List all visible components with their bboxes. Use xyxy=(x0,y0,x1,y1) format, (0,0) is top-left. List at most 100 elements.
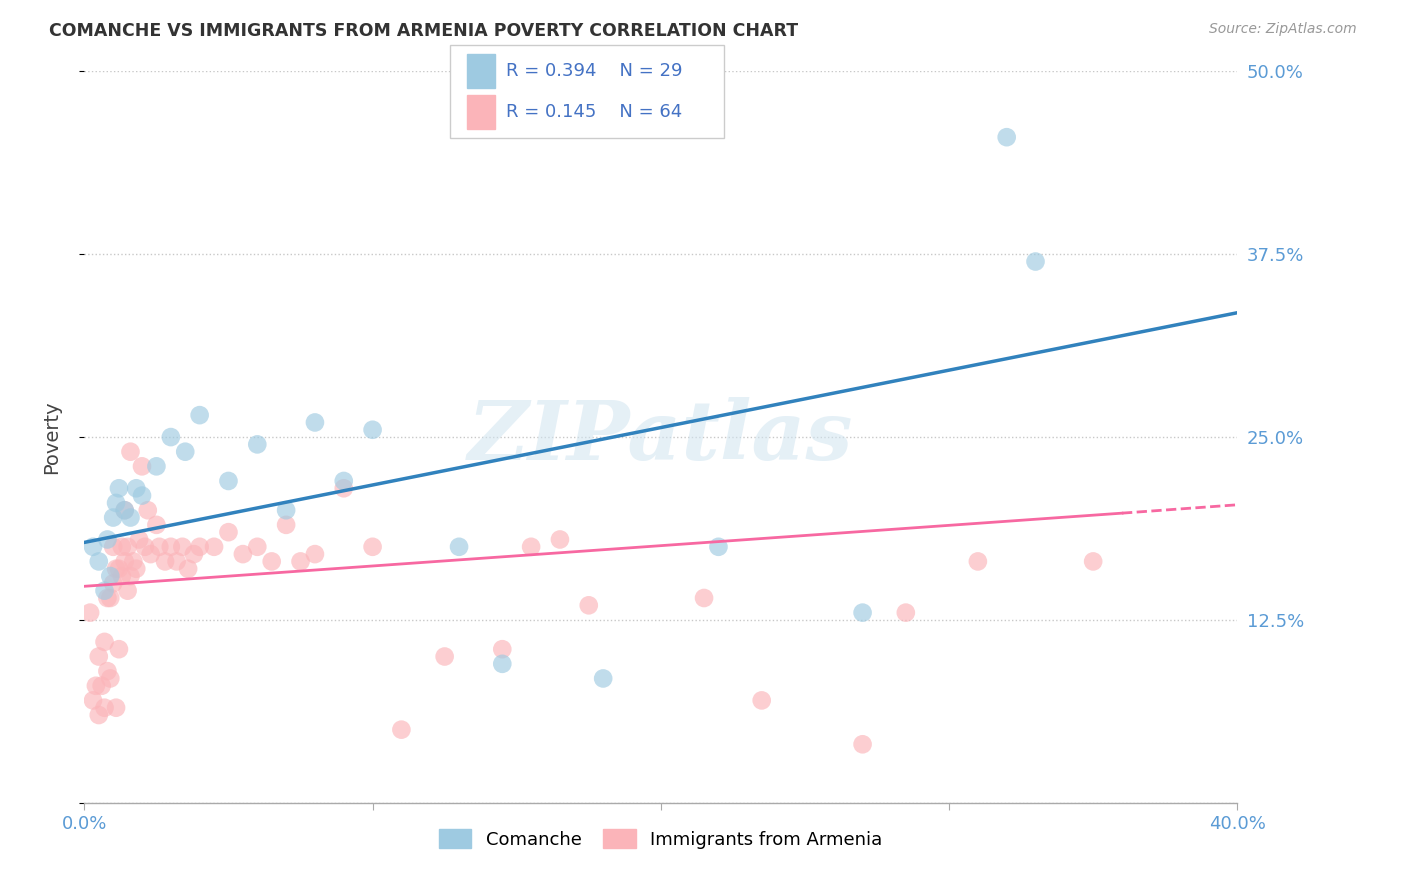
Point xyxy=(183,547,205,561)
Point xyxy=(96,591,118,605)
Point xyxy=(105,496,128,510)
Point xyxy=(693,591,716,605)
Text: R = 0.394    N = 29: R = 0.394 N = 29 xyxy=(506,62,683,79)
Point xyxy=(125,481,148,495)
Point xyxy=(172,540,194,554)
Point xyxy=(290,554,312,568)
Point xyxy=(98,569,121,583)
Point xyxy=(246,540,269,554)
Point xyxy=(90,679,112,693)
Point xyxy=(160,430,183,444)
Point xyxy=(145,459,167,474)
Point xyxy=(128,533,150,547)
Point xyxy=(177,562,200,576)
Point xyxy=(202,540,225,554)
Point xyxy=(218,525,240,540)
Point xyxy=(276,517,298,532)
Point xyxy=(361,540,384,554)
Point xyxy=(276,503,298,517)
Point xyxy=(491,657,513,671)
Point xyxy=(995,130,1018,145)
Point xyxy=(433,649,456,664)
Point xyxy=(592,672,614,686)
Point xyxy=(103,510,124,524)
Point xyxy=(131,459,153,474)
Point xyxy=(114,503,136,517)
Y-axis label: Poverty: Poverty xyxy=(42,401,60,474)
Point xyxy=(96,664,118,678)
Point xyxy=(160,540,183,554)
Point xyxy=(131,489,153,503)
Point xyxy=(84,679,107,693)
Text: COMANCHE VS IMMIGRANTS FROM ARMENIA POVERTY CORRELATION CHART: COMANCHE VS IMMIGRANTS FROM ARMENIA POVE… xyxy=(49,22,799,40)
Point xyxy=(260,554,283,568)
Point xyxy=(120,569,142,583)
Point xyxy=(449,540,471,554)
Point xyxy=(145,517,167,532)
Text: Source: ZipAtlas.com: Source: ZipAtlas.com xyxy=(1209,22,1357,37)
Point xyxy=(134,540,156,554)
Point xyxy=(333,481,356,495)
Point xyxy=(148,540,170,554)
Point xyxy=(548,533,571,547)
Point xyxy=(120,510,142,524)
Point xyxy=(98,591,121,605)
Point xyxy=(105,562,128,576)
Point xyxy=(578,599,600,613)
Text: ZIPatlas: ZIPatlas xyxy=(468,397,853,477)
Point xyxy=(103,540,124,554)
Point xyxy=(166,554,188,568)
Point xyxy=(93,700,115,714)
Point xyxy=(93,635,115,649)
Point xyxy=(82,693,104,707)
Point xyxy=(87,649,110,664)
Point xyxy=(79,606,101,620)
Point xyxy=(153,554,176,568)
Point xyxy=(361,423,384,437)
Point xyxy=(1025,254,1047,268)
Point xyxy=(108,642,131,657)
Point xyxy=(139,547,162,561)
Point xyxy=(87,708,110,723)
Point xyxy=(246,437,269,451)
Point xyxy=(125,562,148,576)
Point xyxy=(117,540,139,554)
Point xyxy=(136,503,159,517)
Point xyxy=(391,723,413,737)
Point xyxy=(707,540,730,554)
Point xyxy=(491,642,513,657)
Point xyxy=(93,583,115,598)
Point xyxy=(967,554,990,568)
Point xyxy=(852,737,875,751)
Point xyxy=(96,533,118,547)
Point xyxy=(108,481,131,495)
Point xyxy=(304,416,326,430)
Point xyxy=(117,583,139,598)
Point xyxy=(751,693,773,707)
Point xyxy=(174,444,197,458)
Legend: Comanche, Immigrants from Armenia: Comanche, Immigrants from Armenia xyxy=(432,822,890,856)
Point xyxy=(105,700,128,714)
Point xyxy=(520,540,543,554)
Point xyxy=(188,408,211,422)
Point xyxy=(98,672,121,686)
Point xyxy=(852,606,875,620)
Point xyxy=(103,576,124,591)
Point xyxy=(188,540,211,554)
Point xyxy=(304,547,326,561)
Point xyxy=(218,474,240,488)
Point xyxy=(120,444,142,458)
Point xyxy=(108,562,131,576)
Point xyxy=(122,554,145,568)
Point xyxy=(114,503,136,517)
Point xyxy=(1083,554,1105,568)
Text: R = 0.145    N = 64: R = 0.145 N = 64 xyxy=(506,103,682,121)
Point xyxy=(333,474,356,488)
Point xyxy=(87,554,110,568)
Point xyxy=(111,540,134,554)
Point xyxy=(114,554,136,568)
Point xyxy=(232,547,254,561)
Point xyxy=(894,606,917,620)
Point xyxy=(82,540,104,554)
Point xyxy=(111,569,134,583)
